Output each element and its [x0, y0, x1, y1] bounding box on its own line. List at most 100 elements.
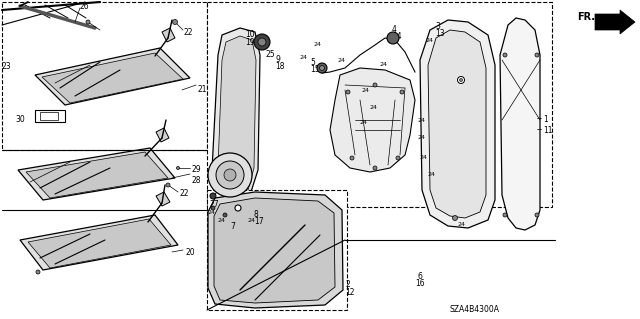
Circle shape	[254, 34, 270, 50]
Polygon shape	[35, 48, 190, 105]
Text: 30: 30	[15, 115, 25, 124]
Circle shape	[452, 216, 458, 220]
Text: 22: 22	[179, 189, 189, 198]
Text: 13: 13	[435, 29, 445, 38]
Polygon shape	[428, 30, 486, 218]
Text: 21: 21	[198, 85, 207, 94]
Text: 24: 24	[313, 42, 321, 47]
Text: 24: 24	[218, 218, 226, 223]
Text: 3: 3	[435, 22, 440, 31]
Text: 6: 6	[417, 272, 422, 281]
Circle shape	[173, 19, 177, 25]
Circle shape	[535, 53, 539, 57]
Circle shape	[503, 53, 507, 57]
Circle shape	[319, 65, 324, 70]
Polygon shape	[18, 148, 175, 200]
Circle shape	[400, 90, 404, 94]
Text: 24: 24	[337, 58, 345, 63]
Polygon shape	[162, 28, 175, 42]
Polygon shape	[156, 192, 170, 206]
Text: 5: 5	[310, 58, 315, 67]
Circle shape	[86, 20, 90, 24]
Circle shape	[317, 63, 327, 73]
Text: 24: 24	[428, 172, 436, 177]
Circle shape	[373, 166, 377, 170]
Polygon shape	[26, 152, 168, 198]
Polygon shape	[156, 128, 169, 142]
Text: 24: 24	[418, 118, 426, 123]
Text: 4: 4	[392, 25, 397, 34]
Text: 24: 24	[418, 135, 426, 140]
Circle shape	[216, 161, 244, 189]
Polygon shape	[20, 215, 178, 270]
Text: SZA4B4300A: SZA4B4300A	[450, 305, 500, 314]
Text: 24: 24	[458, 222, 466, 227]
Circle shape	[396, 156, 400, 160]
Circle shape	[223, 213, 227, 217]
Circle shape	[210, 193, 216, 199]
Text: 8: 8	[254, 210, 259, 219]
Text: 28: 28	[191, 176, 200, 185]
Circle shape	[460, 78, 463, 81]
Text: 7: 7	[230, 222, 235, 231]
Bar	[207, 2, 552, 207]
Text: 24: 24	[248, 218, 256, 223]
Text: 14: 14	[392, 32, 402, 41]
Text: 27: 27	[210, 200, 220, 209]
Bar	[207, 190, 347, 310]
Polygon shape	[212, 28, 260, 200]
Polygon shape	[420, 20, 495, 228]
Text: 12: 12	[345, 288, 355, 297]
Circle shape	[36, 270, 40, 274]
Text: 19: 19	[245, 38, 255, 47]
Circle shape	[177, 167, 179, 169]
Polygon shape	[218, 36, 256, 194]
Circle shape	[373, 83, 377, 87]
Bar	[35, 110, 65, 122]
Text: 2: 2	[345, 280, 349, 289]
Text: 24: 24	[380, 62, 388, 67]
Polygon shape	[208, 192, 343, 308]
Text: 25: 25	[266, 50, 276, 59]
Circle shape	[350, 156, 354, 160]
Text: 24: 24	[362, 88, 370, 93]
Text: 22: 22	[184, 28, 193, 37]
Polygon shape	[42, 53, 183, 103]
Text: 9: 9	[275, 55, 280, 64]
Text: 24: 24	[208, 210, 216, 215]
Text: 1: 1	[543, 115, 548, 124]
Circle shape	[208, 153, 252, 197]
Polygon shape	[595, 10, 635, 34]
Text: 15: 15	[310, 65, 319, 74]
Circle shape	[224, 169, 236, 181]
Circle shape	[458, 77, 465, 84]
Text: 16: 16	[415, 279, 425, 288]
Text: 29: 29	[191, 165, 200, 174]
Text: 20: 20	[185, 248, 195, 257]
Circle shape	[346, 90, 350, 94]
Circle shape	[258, 38, 266, 46]
Bar	[2, 2, 207, 150]
Text: 26: 26	[80, 2, 90, 11]
Circle shape	[211, 206, 215, 210]
Text: 10: 10	[245, 30, 255, 39]
Polygon shape	[330, 68, 415, 172]
Circle shape	[235, 205, 241, 211]
Polygon shape	[28, 219, 171, 268]
Text: 24: 24	[360, 120, 368, 125]
Text: 11: 11	[543, 126, 552, 135]
Text: 24: 24	[420, 155, 428, 160]
Circle shape	[503, 213, 507, 217]
Circle shape	[387, 32, 399, 44]
Circle shape	[166, 183, 170, 187]
Circle shape	[535, 213, 539, 217]
Text: 18: 18	[275, 62, 285, 71]
Polygon shape	[214, 198, 335, 303]
Polygon shape	[500, 18, 540, 230]
Text: 24: 24	[370, 105, 378, 110]
Text: 17: 17	[254, 217, 264, 226]
Bar	[40, 112, 58, 120]
Text: 24: 24	[425, 38, 433, 43]
Text: 24: 24	[300, 55, 308, 60]
Text: 23: 23	[2, 62, 12, 71]
